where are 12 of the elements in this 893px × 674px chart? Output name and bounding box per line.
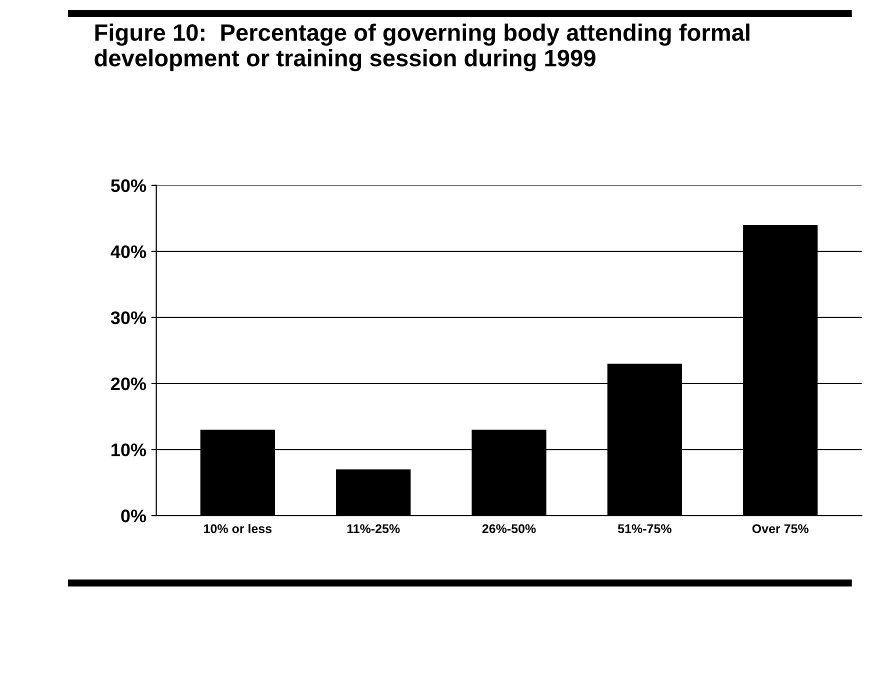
y-tick-label: 20% [111, 377, 146, 390]
x-tick-label: Over 75% [752, 524, 809, 534]
x-tick-label: 51%-75% [618, 524, 672, 534]
x-tick-label: 26%-50% [482, 524, 536, 534]
y-tick-label: 50% [110, 179, 146, 192]
y-tick-label: 30% [110, 311, 146, 324]
y-tick-label: 40% [110, 245, 146, 258]
x-tick-label: 11%-25% [347, 524, 400, 534]
y-tick-label: 10% [112, 443, 146, 456]
y-tick-label: 0% [121, 510, 146, 522]
x-tick-label: 10% or less [204, 524, 272, 534]
chart-title: Figure 10: Percentage of governing body attending formal development or training session during 1999 [94, 24, 750, 72]
